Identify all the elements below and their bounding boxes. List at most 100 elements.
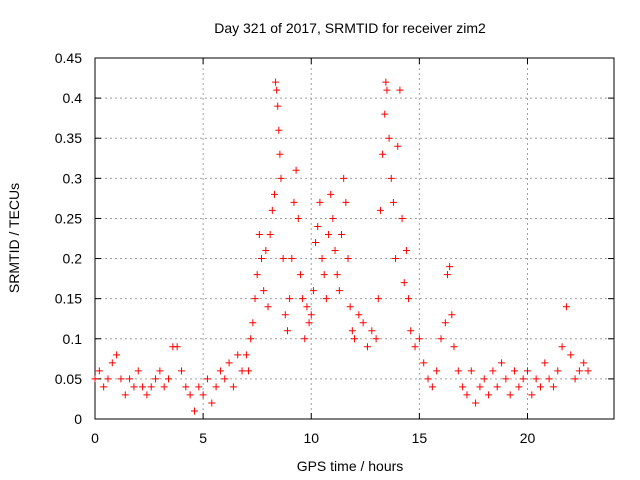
data-point: [580, 359, 588, 367]
data-point: [575, 367, 583, 375]
data-point: [549, 383, 557, 391]
data-point: [294, 214, 302, 222]
data-point: [467, 367, 475, 375]
x-tick-label: 15: [412, 430, 428, 446]
data-point: [493, 383, 501, 391]
data-point: [437, 335, 445, 343]
data-point: [415, 335, 423, 343]
data-point: [515, 383, 523, 391]
y-tick-label: 0: [74, 411, 82, 427]
data-point: [329, 214, 337, 222]
data-point: [208, 399, 216, 407]
data-point: [476, 383, 484, 391]
data-point: [342, 198, 350, 206]
data-point: [558, 343, 566, 351]
data-point: [446, 263, 454, 271]
data-point: [238, 367, 246, 375]
data-point: [372, 335, 380, 343]
data-point: [528, 391, 536, 399]
data-point: [489, 367, 497, 375]
data-point: [299, 295, 307, 303]
data-point: [331, 247, 339, 255]
data-point: [502, 375, 510, 383]
data-point: [303, 303, 311, 311]
data-point: [255, 230, 263, 238]
data-point: [394, 142, 402, 150]
data-point: [392, 255, 400, 263]
data-point: [290, 198, 298, 206]
data-point: [100, 383, 108, 391]
y-tick-label: 0.2: [63, 251, 83, 267]
data-point: [398, 214, 406, 222]
data-point: [554, 367, 562, 375]
data-point: [396, 86, 404, 94]
data-point: [156, 367, 164, 375]
data-point: [178, 367, 185, 375]
data-point: [275, 126, 283, 134]
data-point: [519, 375, 527, 383]
data-point: [420, 359, 428, 367]
data-point: [190, 407, 198, 415]
data-point: [117, 375, 125, 383]
data-point: [165, 375, 173, 383]
data-point: [382, 78, 390, 86]
data-point: [348, 327, 356, 335]
data-point: [333, 271, 341, 279]
data-point: [322, 295, 330, 303]
data-point: [571, 375, 579, 383]
data-point: [229, 383, 237, 391]
data-point: [448, 311, 456, 319]
data-point: [91, 375, 99, 383]
grid: [95, 58, 614, 419]
data-point: [506, 391, 514, 399]
x-tick-label: 10: [303, 430, 319, 446]
data-point: [584, 367, 592, 375]
data-point: [562, 303, 570, 311]
data-point: [368, 327, 376, 335]
data-point: [314, 222, 322, 230]
y-axis-label: SRMTID / TECUs: [6, 183, 22, 293]
data-point: [312, 239, 320, 247]
data-point: [160, 383, 168, 391]
data-point: [441, 319, 449, 327]
data-point: [387, 174, 395, 182]
data-point: [173, 343, 181, 351]
data-point: [225, 359, 233, 367]
data-point: [485, 391, 493, 399]
data-point: [338, 230, 346, 238]
data-point: [443, 271, 451, 279]
data-point: [400, 279, 408, 287]
data-point: [121, 391, 129, 399]
y-tick-label: 0.1: [63, 331, 83, 347]
data-point: [316, 198, 324, 206]
data-point: [498, 359, 506, 367]
data-point: [335, 287, 343, 295]
data-point: [480, 375, 488, 383]
data-point: [454, 367, 462, 375]
data-point: [450, 343, 458, 351]
data-point: [301, 335, 309, 343]
x-tick-label: 0: [91, 430, 99, 446]
plot-frame: [94, 57, 615, 420]
data-point: [264, 303, 272, 311]
data-point: [258, 255, 266, 263]
data-point: [104, 375, 112, 383]
data-point: [459, 383, 467, 391]
data-point: [139, 383, 147, 391]
data-point: [268, 206, 276, 214]
data-point: [355, 311, 363, 319]
data-point: [405, 295, 413, 303]
data-point: [251, 295, 259, 303]
data-point: [524, 367, 531, 375]
data-point: [511, 367, 519, 375]
y-tick-label: 0.25: [55, 210, 82, 226]
data-point: [428, 383, 436, 391]
data-point: [532, 375, 540, 383]
data-point: [281, 311, 289, 319]
axis-ticks: 0 0.05 0.1 0.15 0.2 0.25 0.3 0.35 0.4 0.45 0 5 10 15 2…: [55, 50, 614, 446]
data-point: [182, 383, 190, 391]
data-point: [340, 174, 348, 182]
data-point: [402, 247, 410, 255]
data-point: [327, 190, 335, 198]
